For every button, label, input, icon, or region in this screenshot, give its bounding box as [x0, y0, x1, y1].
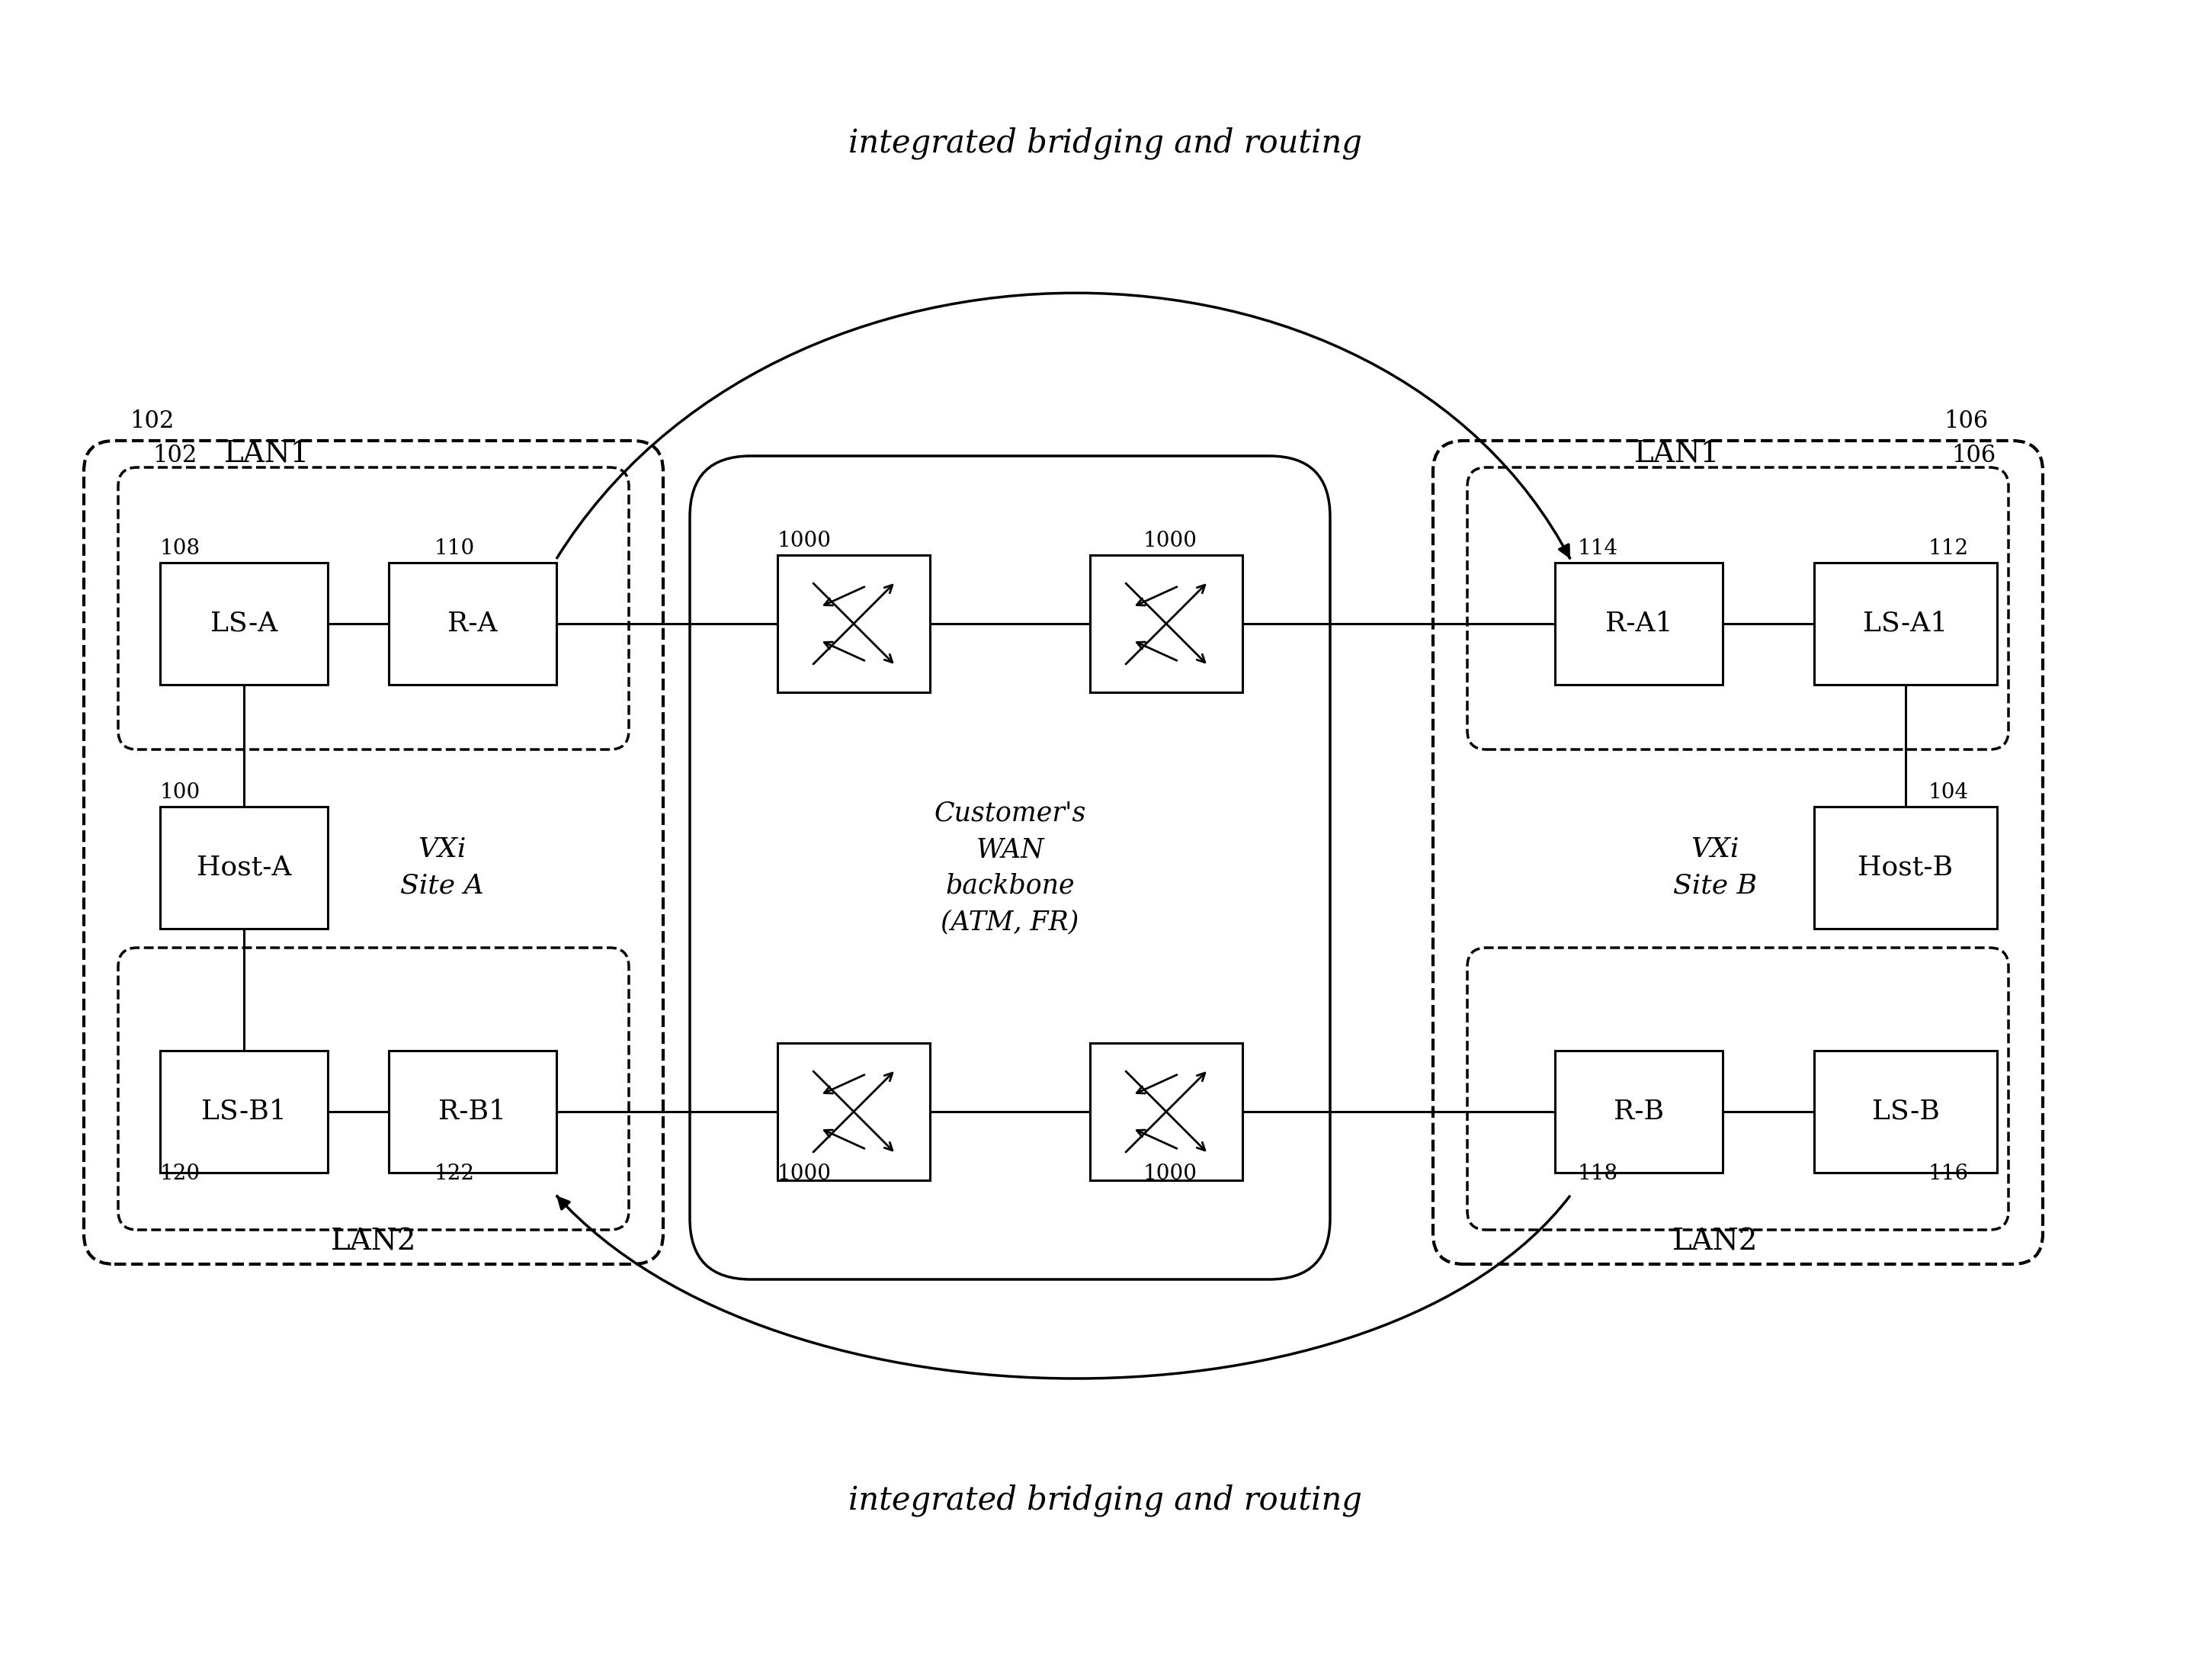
FancyBboxPatch shape [159, 1051, 327, 1172]
Text: 120: 120 [159, 1164, 201, 1184]
Text: 108: 108 [159, 539, 201, 559]
FancyBboxPatch shape [776, 555, 929, 693]
Text: R-A1: R-A1 [1606, 610, 1672, 636]
Text: 106: 106 [1951, 443, 1995, 468]
Text: R-A: R-A [447, 610, 498, 636]
FancyBboxPatch shape [159, 562, 327, 684]
Text: LS-A1: LS-A1 [1863, 610, 1949, 636]
Text: LS-B1: LS-B1 [201, 1099, 288, 1124]
Text: R-B: R-B [1613, 1099, 1663, 1124]
Text: 104: 104 [1929, 782, 1969, 803]
FancyBboxPatch shape [1091, 555, 1243, 693]
Text: R-B1: R-B1 [438, 1099, 507, 1124]
FancyBboxPatch shape [389, 562, 557, 684]
FancyBboxPatch shape [1814, 807, 1997, 929]
Text: 110: 110 [434, 539, 476, 559]
Text: 122: 122 [434, 1164, 476, 1184]
Text: 102: 102 [153, 443, 197, 468]
FancyBboxPatch shape [690, 456, 1329, 1279]
FancyBboxPatch shape [1555, 562, 1723, 684]
Text: 114: 114 [1577, 539, 1619, 559]
Text: LAN1: LAN1 [223, 440, 310, 468]
FancyBboxPatch shape [1814, 562, 1997, 684]
FancyBboxPatch shape [1814, 1051, 1997, 1172]
Text: Customer's
WAN
backbone
(ATM, FR): Customer's WAN backbone (ATM, FR) [933, 800, 1086, 936]
Text: 100: 100 [159, 782, 201, 803]
FancyBboxPatch shape [776, 1043, 929, 1180]
Text: 106: 106 [1944, 410, 1989, 433]
Text: 102: 102 [131, 410, 175, 433]
Text: VXi
Site B: VXi Site B [1672, 836, 1756, 899]
Text: LAN2: LAN2 [1672, 1228, 1759, 1256]
Text: integrated bridging and routing: integrated bridging and routing [849, 127, 1363, 160]
FancyBboxPatch shape [1091, 1043, 1243, 1180]
FancyBboxPatch shape [159, 807, 327, 929]
Text: LS-B: LS-B [1871, 1099, 1940, 1124]
Text: integrated bridging and routing: integrated bridging and routing [849, 1484, 1363, 1517]
Text: LAN2: LAN2 [330, 1228, 416, 1256]
Text: 1000: 1000 [776, 531, 832, 550]
Text: LAN1: LAN1 [1635, 440, 1719, 468]
Text: 118: 118 [1577, 1164, 1619, 1184]
FancyBboxPatch shape [389, 1051, 557, 1172]
FancyBboxPatch shape [1555, 1051, 1723, 1172]
Text: 112: 112 [1929, 539, 1969, 559]
Text: VXi
Site A: VXi Site A [400, 836, 484, 899]
Text: Host-B: Host-B [1858, 855, 1953, 881]
Text: LS-A: LS-A [210, 610, 276, 636]
Text: Host-A: Host-A [197, 855, 292, 881]
Text: 1000: 1000 [776, 1164, 832, 1184]
Text: 1000: 1000 [1144, 531, 1197, 550]
Text: 116: 116 [1929, 1164, 1969, 1184]
Text: 1000: 1000 [1144, 1164, 1197, 1184]
